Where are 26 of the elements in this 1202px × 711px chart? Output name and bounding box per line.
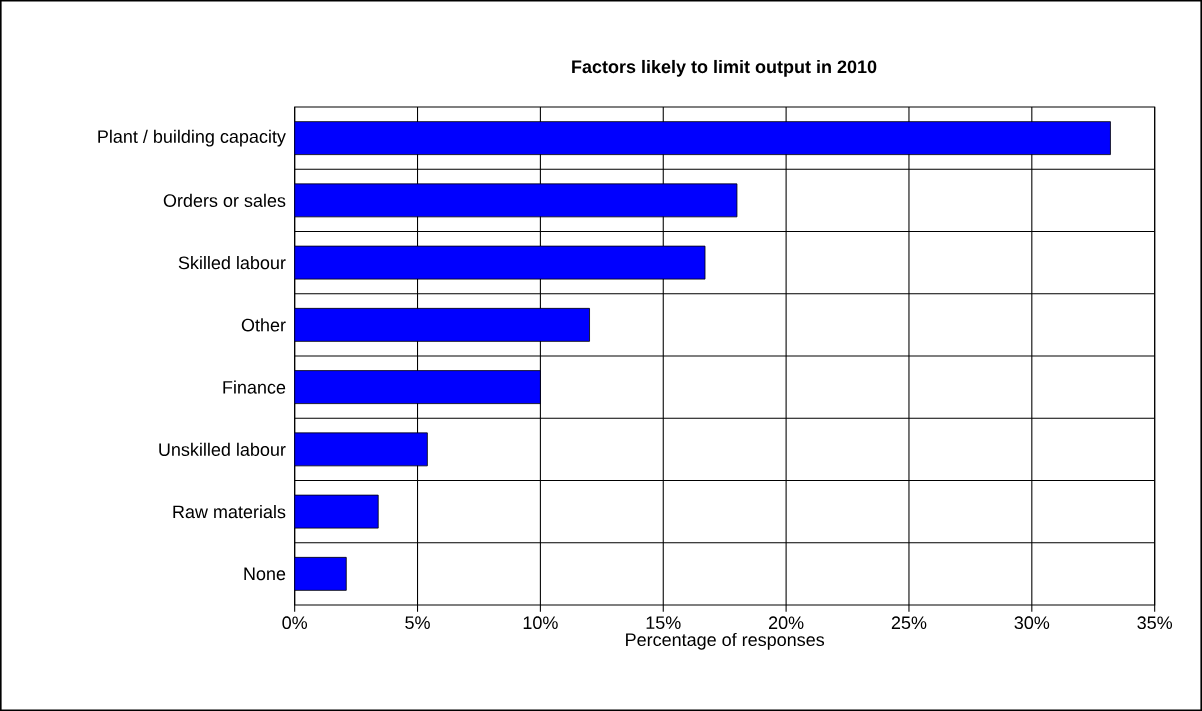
y-tick-label: Other (241, 318, 286, 332)
y-tick-label: Finance (223, 380, 286, 394)
x-tick-label: 15% (646, 616, 681, 630)
bar (294, 121, 1111, 156)
x-tick-label: 25% (891, 616, 927, 630)
y-tick-label: Plant / building capacity (98, 129, 286, 147)
bar (294, 494, 379, 529)
x-tick-label: 0% (282, 616, 308, 630)
bar (294, 245, 706, 280)
x-tick-label: 5% (405, 616, 430, 630)
x-tick-label: 10% (523, 616, 558, 630)
y-tick-label: Orders or sales (163, 193, 286, 207)
chart-title: Factors likely to limit output in 2010 (572, 59, 877, 77)
x-axis-title: Percentage of responses (626, 632, 825, 650)
y-tick-label: Skilled labour (178, 256, 286, 270)
y-tick-label: None (244, 567, 286, 581)
bar (294, 432, 428, 467)
bar (294, 307, 590, 342)
bar (294, 183, 738, 218)
bar (294, 370, 541, 405)
x-tick-label: 20% (768, 616, 804, 630)
y-tick-label: Unskilled labour (159, 442, 286, 456)
x-tick-label: 35% (1137, 616, 1173, 630)
bar (294, 556, 347, 591)
x-tick-label: 30% (1014, 616, 1050, 630)
y-tick-label: Raw materials (173, 505, 286, 519)
